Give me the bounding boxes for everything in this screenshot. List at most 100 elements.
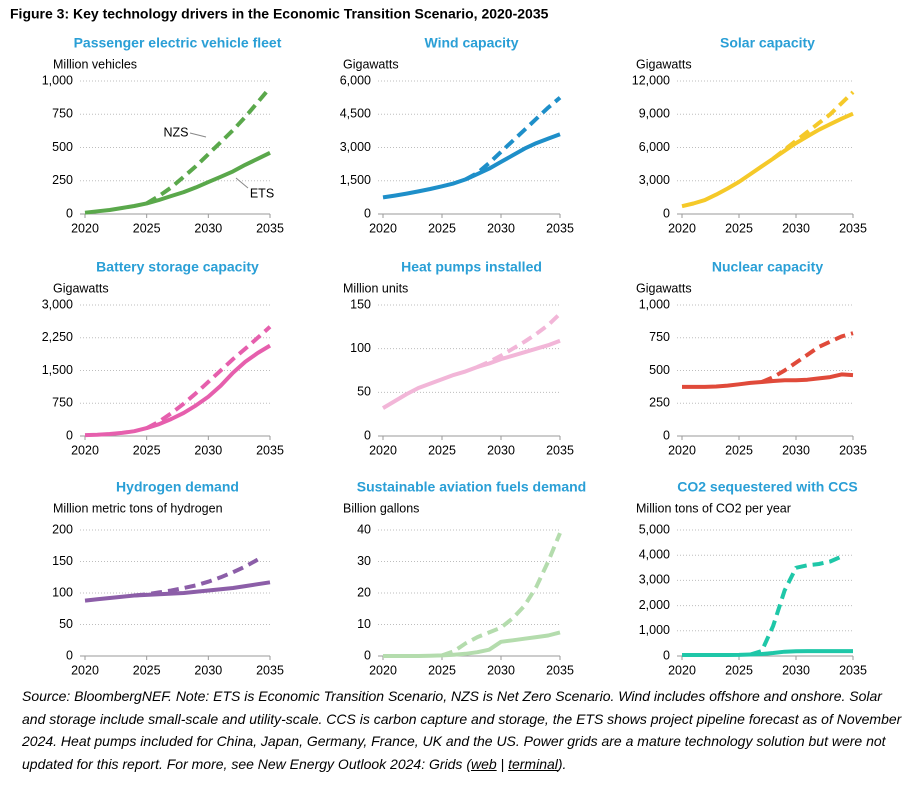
y-tick-label: 40 [357,522,371,536]
x-tick-label: 2035 [256,443,284,457]
x-tick-label: 2035 [839,221,867,235]
x-tick-label: 2020 [668,443,696,457]
panel-title: Heat pumps installed [401,259,542,275]
x-tick-label: 2025 [428,221,456,235]
y-tick-label: 150 [350,297,371,311]
y-tick-label: 0 [66,428,73,442]
series-line [749,554,843,657]
series-line [84,343,272,438]
y-tick-label: 50 [59,617,73,631]
y-axis-label: Million tons of CO2 per year [636,501,791,515]
y-tick-label: 1,000 [639,623,670,637]
y-tick-label: 0 [663,428,670,442]
panel-title: Wind capacity [424,35,518,51]
y-tick-label: 500 [52,140,73,154]
x-tick-label: 2030 [194,443,222,457]
y-axis-label: Gigawatts [53,281,109,295]
x-tick-label: 2030 [782,443,810,457]
y-tick-label: 5,000 [639,522,670,536]
x-tick-label: 2020 [668,221,696,235]
y-tick-label: 500 [649,363,670,377]
y-axis-label: Million vehicles [53,57,137,71]
y-tick-label: 0 [66,648,73,662]
y-tick-label: 6,000 [340,73,371,87]
y-tick-label: 0 [663,206,670,220]
y-tick-label: 100 [350,341,371,355]
y-tick-label: 250 [649,396,670,410]
x-tick-label: 2030 [782,663,810,677]
y-tick-label: 0 [364,206,371,220]
x-tick-label: 2035 [256,663,284,677]
x-tick-label: 2025 [725,663,753,677]
x-tick-label: 2030 [487,443,515,457]
web-link[interactable]: web [470,755,497,772]
y-axis-label: Gigawatts [636,281,692,295]
x-tick-label: 2020 [668,663,696,677]
x-tick-label: 2025 [428,663,456,677]
y-tick-label: 750 [52,396,73,410]
series-line [761,331,854,384]
figure-title: Figure 3: Key technology drivers in the … [10,6,549,22]
y-tick-label: 4,000 [639,547,670,561]
source-note: Source: BloombergNEF. Note: ETS is Econo… [22,685,907,775]
x-tick-label: 2035 [546,443,574,457]
panel-title: Hydrogen demand [116,479,239,495]
x-tick-label: 2020 [71,221,99,235]
series-line [681,111,854,209]
y-tick-label: 3,000 [42,297,73,311]
series-line [145,325,272,430]
y-tick-label: 3,000 [340,140,371,154]
panel-title: CO2 sequestered with CCS [677,479,858,495]
x-tick-label: 2020 [369,221,397,235]
series-line [771,90,855,161]
x-tick-label: 2030 [194,663,222,677]
y-tick-label: 250 [52,173,73,187]
y-tick-label: 150 [52,554,73,568]
y-tick-label: 1,000 [639,297,670,311]
y-tick-label: 3,000 [639,173,670,187]
x-tick-label: 2030 [487,663,515,677]
y-tick-label: 750 [649,330,670,344]
y-tick-label: 6,000 [639,140,670,154]
y-tick-label: 12,000 [632,73,670,87]
annotation-leader [189,132,207,138]
x-tick-label: 2035 [256,221,284,235]
x-tick-label: 2035 [839,443,867,457]
x-tick-label: 2030 [194,221,222,235]
series-line [476,312,562,369]
series-line [84,151,271,215]
note-text: Source: BloombergNEF. Note: ETS is Econo… [22,688,902,772]
annotation: NZS [164,125,189,139]
y-tick-label: 2,000 [639,598,670,612]
x-tick-label: 2030 [782,221,810,235]
y-tick-label: 9,000 [639,107,670,121]
y-tick-label: 0 [364,648,371,662]
y-tick-label: 30 [357,554,371,568]
annotation: ETS [250,186,274,200]
x-tick-label: 2020 [71,443,99,457]
y-tick-label: 1,000 [42,73,73,87]
x-tick-label: 2035 [546,663,574,677]
panel-title: Solar capacity [720,35,815,51]
note-separator: | [496,755,509,772]
y-axis-label: Million metric tons of hydrogen [53,501,223,515]
y-axis-label: Gigawatts [343,57,399,71]
x-tick-label: 2025 [428,443,456,457]
series-line [464,96,562,182]
series-line [84,580,271,603]
y-tick-label: 3,000 [639,573,670,587]
x-tick-label: 2025 [133,221,161,235]
y-axis-label: Million units [343,281,408,295]
terminal-link[interactable]: terminal [508,755,558,772]
y-tick-label: 100 [52,585,73,599]
y-tick-label: 10 [357,617,371,631]
x-tick-label: 2030 [487,221,515,235]
note-end: ). [557,755,567,772]
x-tick-label: 2025 [133,663,161,677]
series-line [145,86,272,206]
series-line [381,338,561,410]
y-tick-label: 4,500 [340,107,371,121]
series-line [682,649,853,657]
x-tick-label: 2025 [725,221,753,235]
